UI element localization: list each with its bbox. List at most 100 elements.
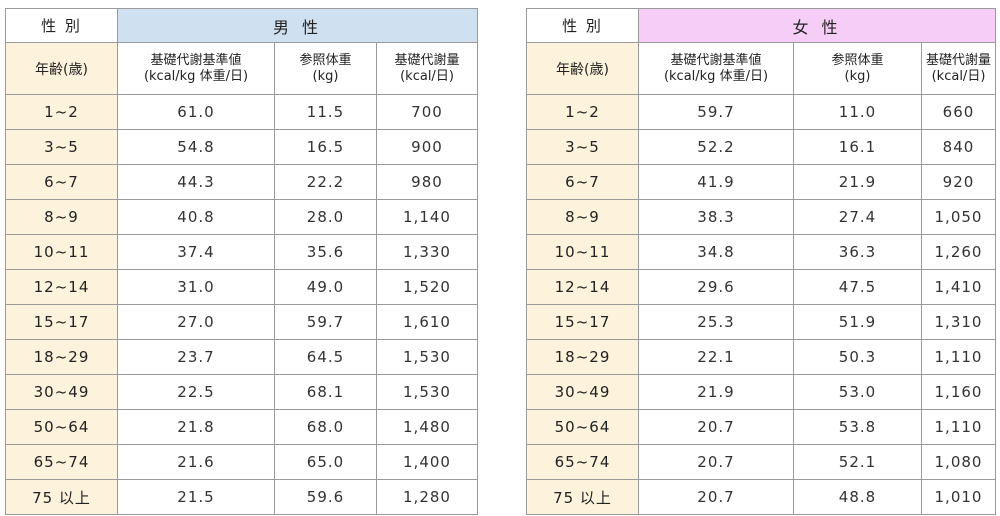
bmr-cell: 1,050 (921, 199, 996, 235)
ref-value-cell: 41.9 (638, 164, 794, 200)
ref-weight-cell: 53.0 (793, 374, 922, 410)
ref-weight-cell: 35.6 (274, 234, 377, 270)
ref-weight-cell: 68.0 (274, 409, 377, 445)
bmr-header-line1: 基礎代謝量 (394, 52, 460, 68)
age-cell: 12~14 (5, 269, 118, 305)
bmr-cell: 840 (921, 129, 996, 165)
age-cell: 1~2 (5, 94, 118, 130)
ref-value-cell: 37.4 (117, 234, 275, 270)
bmr-cell: 1,110 (921, 409, 996, 445)
ref-weight-cell: 16.1 (793, 129, 922, 165)
bmr-cell: 1,080 (921, 444, 996, 480)
ref-value-cell: 40.8 (117, 199, 275, 235)
ref-weight-cell: 22.2 (274, 164, 377, 200)
age-cell: 65~74 (526, 444, 639, 480)
bmr-cell: 1,110 (921, 339, 996, 375)
age-cell: 15~17 (5, 304, 118, 340)
age-cell: 30~49 (526, 374, 639, 410)
ref-value-cell: 31.0 (117, 269, 275, 305)
ref-value-header-line1: 基礎代謝基準値 (670, 52, 762, 68)
bmr-cell: 1,410 (921, 269, 996, 305)
age-cell: 50~64 (526, 409, 639, 445)
bmr-cell: 1,140 (376, 199, 478, 235)
ref-value-cell: 21.8 (117, 409, 275, 445)
age-cell: 18~29 (5, 339, 118, 375)
age-cell: 10~11 (5, 234, 118, 270)
ref-value-cell: 44.3 (117, 164, 275, 200)
ref-value-header-line2: (kcal/kg 体重/日) (663, 68, 769, 84)
age-cell: 18~29 (526, 339, 639, 375)
ref-value-cell: 20.7 (638, 409, 794, 445)
ref-weight-cell: 65.0 (274, 444, 377, 480)
table-row: 18~29 22.1 50.3 1,110 (526, 339, 996, 375)
age-cell: 65~74 (5, 444, 118, 480)
age-cell: 10~11 (526, 234, 639, 270)
age-cell: 6~7 (5, 164, 118, 200)
ref-weight-cell: 49.0 (274, 269, 377, 305)
ref-weight-cell: 27.4 (793, 199, 922, 235)
bmr-cell: 1,400 (376, 444, 478, 480)
table-row: 65~74 20.7 52.1 1,080 (526, 444, 996, 480)
age-cell: 15~17 (526, 304, 639, 340)
table-row: 30~49 22.5 68.1 1,530 (5, 374, 478, 410)
age-cell: 75 以上 (5, 479, 118, 515)
ref-value-cell: 52.2 (638, 129, 794, 165)
female-bmr-table: 性 別 女 性 年齢(歳) 基礎代謝基準値 (kcal/kg 体重/日) 参照体… (526, 8, 996, 515)
bmr-cell: 700 (376, 94, 478, 130)
table-row: 6~7 41.9 21.9 920 (526, 164, 996, 200)
ref-weight-cell: 50.3 (793, 339, 922, 375)
ref-value-cell: 22.5 (117, 374, 275, 410)
ref-weight-header-line1: 参照体重 (831, 52, 884, 68)
ref-value-cell: 38.3 (638, 199, 794, 235)
ref-value-cell: 59.7 (638, 94, 794, 130)
age-cell: 50~64 (5, 409, 118, 445)
bmr-header-line2: (kcal/日) (400, 68, 454, 84)
bmr-cell: 1,530 (376, 339, 478, 375)
table-row: 1~2 59.7 11.0 660 (526, 94, 996, 130)
table-row: 10~11 37.4 35.6 1,330 (5, 234, 478, 270)
table-row: 3~5 52.2 16.1 840 (526, 129, 996, 165)
table-row: 1~2 61.0 11.5 700 (5, 94, 478, 130)
bmr-header-line1: 基礎代謝量 (925, 52, 991, 68)
ref-value-header-line2: (kcal/kg 体重/日) (143, 68, 249, 84)
ref-value-cell: 22.1 (638, 339, 794, 375)
ref-weight-header: 参照体重 (kg) (274, 42, 377, 95)
age-cell: 75 以上 (526, 479, 639, 515)
bmr-header: 基礎代謝量 (kcal/日) (376, 42, 478, 95)
bmr-cell: 1,310 (921, 304, 996, 340)
table-row: 12~14 29.6 47.5 1,410 (526, 269, 996, 305)
table-row: 75 以上 20.7 48.8 1,010 (526, 479, 996, 515)
bmr-header: 基礎代謝量 (kcal/日) (921, 42, 996, 95)
table-row: 10~11 34.8 36.3 1,260 (526, 234, 996, 270)
ref-weight-cell: 59.6 (274, 479, 377, 515)
ref-weight-cell: 68.1 (274, 374, 377, 410)
ref-weight-cell: 47.5 (793, 269, 922, 305)
ref-weight-cell: 11.0 (793, 94, 922, 130)
bmr-cell: 660 (921, 94, 996, 130)
bmr-cell: 1,160 (921, 374, 996, 410)
bmr-cell: 920 (921, 164, 996, 200)
table-row: 15~17 27.0 59.7 1,610 (5, 304, 478, 340)
ref-value-cell: 29.6 (638, 269, 794, 305)
ref-weight-cell: 53.8 (793, 409, 922, 445)
ref-value-header: 基礎代謝基準値 (kcal/kg 体重/日) (117, 42, 275, 95)
ref-weight-cell: 36.3 (793, 234, 922, 270)
ref-weight-cell: 16.5 (274, 129, 377, 165)
ref-weight-cell: 51.9 (793, 304, 922, 340)
ref-value-header-line1: 基礎代謝基準値 (150, 52, 242, 68)
ref-weight-cell: 52.1 (793, 444, 922, 480)
ref-weight-cell: 59.7 (274, 304, 377, 340)
table-row: 18~29 23.7 64.5 1,530 (5, 339, 478, 375)
ref-value-cell: 21.9 (638, 374, 794, 410)
age-cell: 3~5 (5, 129, 118, 165)
age-cell: 30~49 (5, 374, 118, 410)
ref-weight-header-line2: (kg) (312, 68, 339, 84)
age-cell: 8~9 (526, 199, 639, 235)
bmr-cell: 1,530 (376, 374, 478, 410)
bmr-header-line2: (kcal/日) (931, 68, 986, 84)
ref-value-cell: 27.0 (117, 304, 275, 340)
table-row: 50~64 21.8 68.0 1,480 (5, 409, 478, 445)
table-row: 65~74 21.6 65.0 1,400 (5, 444, 478, 480)
ref-weight-header-line2: (kg) (844, 68, 871, 84)
table-row: 6~7 44.3 22.2 980 (5, 164, 478, 200)
